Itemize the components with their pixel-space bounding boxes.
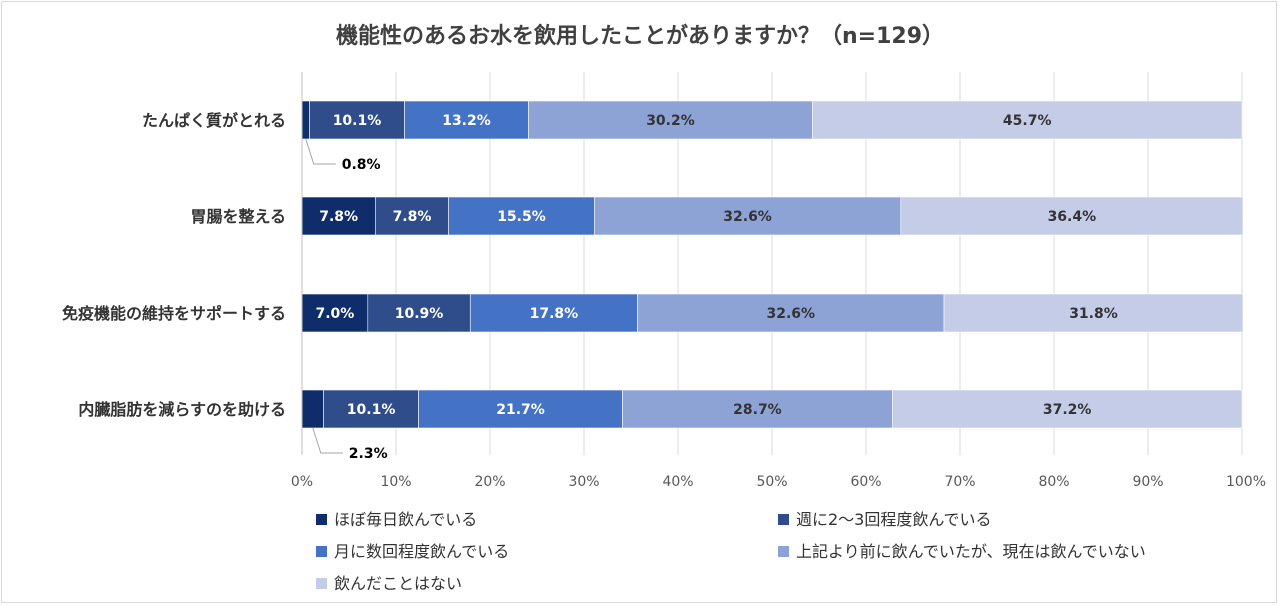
bar-segment (812, 100, 1243, 140)
legend-swatch (778, 546, 789, 557)
legend-label: 上記より前に飲んでいたが、現在は飲んでいない (796, 542, 1146, 561)
bar-segment (375, 196, 449, 236)
bar-segment (301, 196, 376, 236)
x-tick-label: 100% (1226, 474, 1266, 490)
legend-swatch (316, 514, 327, 525)
bar-segment (637, 293, 945, 333)
legend-swatch (316, 546, 327, 557)
category-label: 内臓脂肪を減らすのを助ける (78, 400, 286, 419)
x-tick-label: 80% (1038, 474, 1069, 490)
data-label: 7.8% (319, 209, 358, 225)
data-label: 10.1% (347, 402, 396, 418)
data-label: 15.5% (497, 209, 546, 225)
data-label: 21.7% (496, 402, 545, 418)
bar-segment (448, 196, 595, 236)
x-tick-label: 60% (850, 474, 881, 490)
x-tick-label: 40% (662, 474, 693, 490)
x-tick-label: 70% (944, 474, 975, 490)
callout-label: 2.3% (349, 446, 388, 462)
bar-segment (943, 293, 1244, 333)
callout-label: 0.8% (342, 157, 381, 173)
category-label: 免疫機能の維持をサポートする (62, 304, 286, 323)
legend-label: 飲んだことはない (334, 574, 462, 593)
x-tick-label: 20% (474, 474, 505, 490)
data-label: 32.6% (767, 306, 816, 322)
data-label: 36.4% (1048, 209, 1097, 225)
bar-segment (892, 389, 1243, 429)
bar-segment (301, 293, 369, 333)
bar-segment (528, 100, 813, 140)
bar-segment (418, 389, 623, 429)
x-tick-label: 30% (568, 474, 599, 490)
data-label: 7.0% (315, 306, 354, 322)
bar-segment (309, 100, 405, 140)
data-label: 32.6% (723, 209, 772, 225)
bar-segment (323, 389, 419, 429)
bar-segment (301, 389, 324, 429)
x-tick-label: 0% (291, 474, 313, 490)
data-label: 30.2% (646, 113, 695, 129)
data-label: 28.7% (733, 402, 782, 418)
x-tick-label: 50% (756, 474, 787, 490)
data-label: 10.9% (395, 306, 444, 322)
data-label: 7.8% (393, 209, 432, 225)
callout-leader-line (312, 427, 343, 454)
bar-segment (622, 389, 893, 429)
data-label: 45.7% (1003, 113, 1052, 129)
data-label: 10.1% (333, 113, 382, 129)
x-tick-label: 10% (380, 474, 411, 490)
legend-label: ほぼ毎日飲んでいる (334, 510, 477, 529)
legend-swatch (778, 514, 789, 525)
data-label: 13.2% (442, 113, 491, 129)
data-label: 31.8% (1069, 306, 1118, 322)
data-label: 17.8% (530, 306, 579, 322)
bar-segment (469, 293, 638, 333)
bar-segment (594, 196, 902, 236)
category-label: たんぱく質がとれる (142, 111, 286, 130)
legend-label: 月に数回程度飲んでいる (334, 542, 509, 561)
legend-label: 週に2～3回程度飲んでいる (796, 510, 992, 529)
data-label: 37.2% (1043, 402, 1092, 418)
bar-segment (367, 293, 471, 333)
bar-segment (301, 100, 310, 140)
category-label: 胃腸を整える (190, 207, 286, 226)
bar-segment (404, 100, 529, 140)
bar-segment (900, 196, 1244, 236)
callout-leader-line (305, 138, 336, 165)
chart-title: 機能性のあるお水を飲用したことがありますか？（n=129） (335, 24, 945, 49)
legend-swatch (316, 578, 327, 589)
x-tick-label: 90% (1132, 474, 1163, 490)
